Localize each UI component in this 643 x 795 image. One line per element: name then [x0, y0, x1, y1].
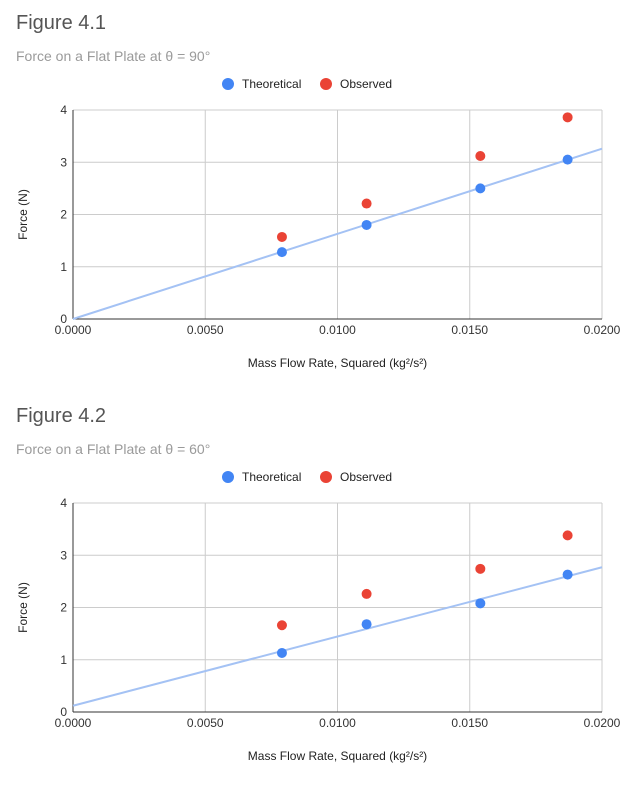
y-tick-label: 2 [60, 208, 67, 222]
y-tick-label: 0 [60, 705, 67, 719]
y-tick-label: 1 [60, 260, 67, 274]
y-tick-label: 0 [60, 312, 67, 326]
x-tick-label: 0.0200 [584, 323, 621, 337]
figure-4-1: Figure 4.1 Force on a Flat Plate at θ = … [0, 0, 643, 393]
x-tick-label: 0.0150 [451, 323, 488, 337]
x-axis-label: Mass Flow Rate, Squared (kg²/s²) [248, 749, 427, 763]
x-tick-label: 0.0050 [187, 716, 224, 730]
x-tick-label: 0.0050 [187, 323, 224, 337]
data-point-theoretical [361, 219, 372, 230]
data-point-observed [475, 150, 486, 161]
legend-swatch-theoretical [222, 471, 234, 483]
y-tick-label: 1 [60, 653, 67, 667]
x-tick-label: 0.0000 [55, 716, 92, 730]
x-tick-label: 0.0150 [451, 716, 488, 730]
legend-label-theoretical: Theoretical [242, 77, 301, 91]
data-point-observed [276, 620, 287, 631]
x-axis-label: Mass Flow Rate, Squared (kg²/s²) [248, 356, 427, 370]
y-axis-label: Force (N) [16, 189, 30, 240]
figure-label: Figure 4.2 [16, 405, 107, 427]
chart-title: Force on a Flat Plate at θ = 60° [16, 441, 211, 457]
data-point-observed [361, 588, 372, 599]
chart-title: Force on a Flat Plate at θ = 90° [16, 48, 211, 64]
legend-swatch-theoretical [222, 78, 234, 90]
data-point-theoretical [475, 598, 486, 609]
y-tick-label: 3 [60, 155, 67, 169]
y-tick-label: 4 [60, 103, 67, 117]
data-point-theoretical [276, 247, 287, 258]
data-point-theoretical [562, 154, 573, 165]
data-point-theoretical [475, 183, 486, 194]
legend: Theoretical Observed [222, 470, 392, 484]
y-tick-label: 2 [60, 601, 67, 615]
legend-swatch-observed [320, 78, 332, 90]
trendline-theoretical [72, 566, 603, 707]
x-tick-label: 0.0000 [55, 323, 92, 337]
trendline-theoretical [72, 147, 603, 320]
figure-4-2: Figure 4.2 Force on a Flat Plate at θ = … [0, 393, 643, 786]
data-point-observed [562, 112, 573, 123]
data-point-observed [475, 563, 486, 574]
legend-swatch-observed [320, 471, 332, 483]
y-axis-label: Force (N) [16, 582, 30, 633]
data-point-theoretical [361, 619, 372, 630]
x-tick-label: 0.0100 [319, 323, 356, 337]
scatter-chart: Theoretical Observed 0 1 2 3 4 0.0000 0.0050 0.01… [16, 77, 621, 370]
data-point-observed [276, 231, 287, 242]
y-tick-label: 3 [60, 548, 67, 562]
data-point-theoretical [562, 569, 573, 580]
data-point-theoretical [276, 647, 287, 658]
legend-label-observed: Observed [340, 470, 392, 484]
legend-label-observed: Observed [340, 77, 392, 91]
x-tick-label: 0.0100 [319, 716, 356, 730]
figure-label: Figure 4.1 [16, 12, 107, 34]
x-tick-label: 0.0200 [584, 716, 621, 730]
y-tick-label: 4 [60, 496, 67, 510]
scatter-chart: Theoretical Observed 0 1 2 3 4 0.0000 0.0050 0.01… [16, 470, 621, 763]
legend-label-theoretical: Theoretical [242, 470, 301, 484]
legend: Theoretical Observed [222, 77, 392, 91]
data-point-observed [562, 530, 573, 541]
data-point-observed [361, 198, 372, 209]
